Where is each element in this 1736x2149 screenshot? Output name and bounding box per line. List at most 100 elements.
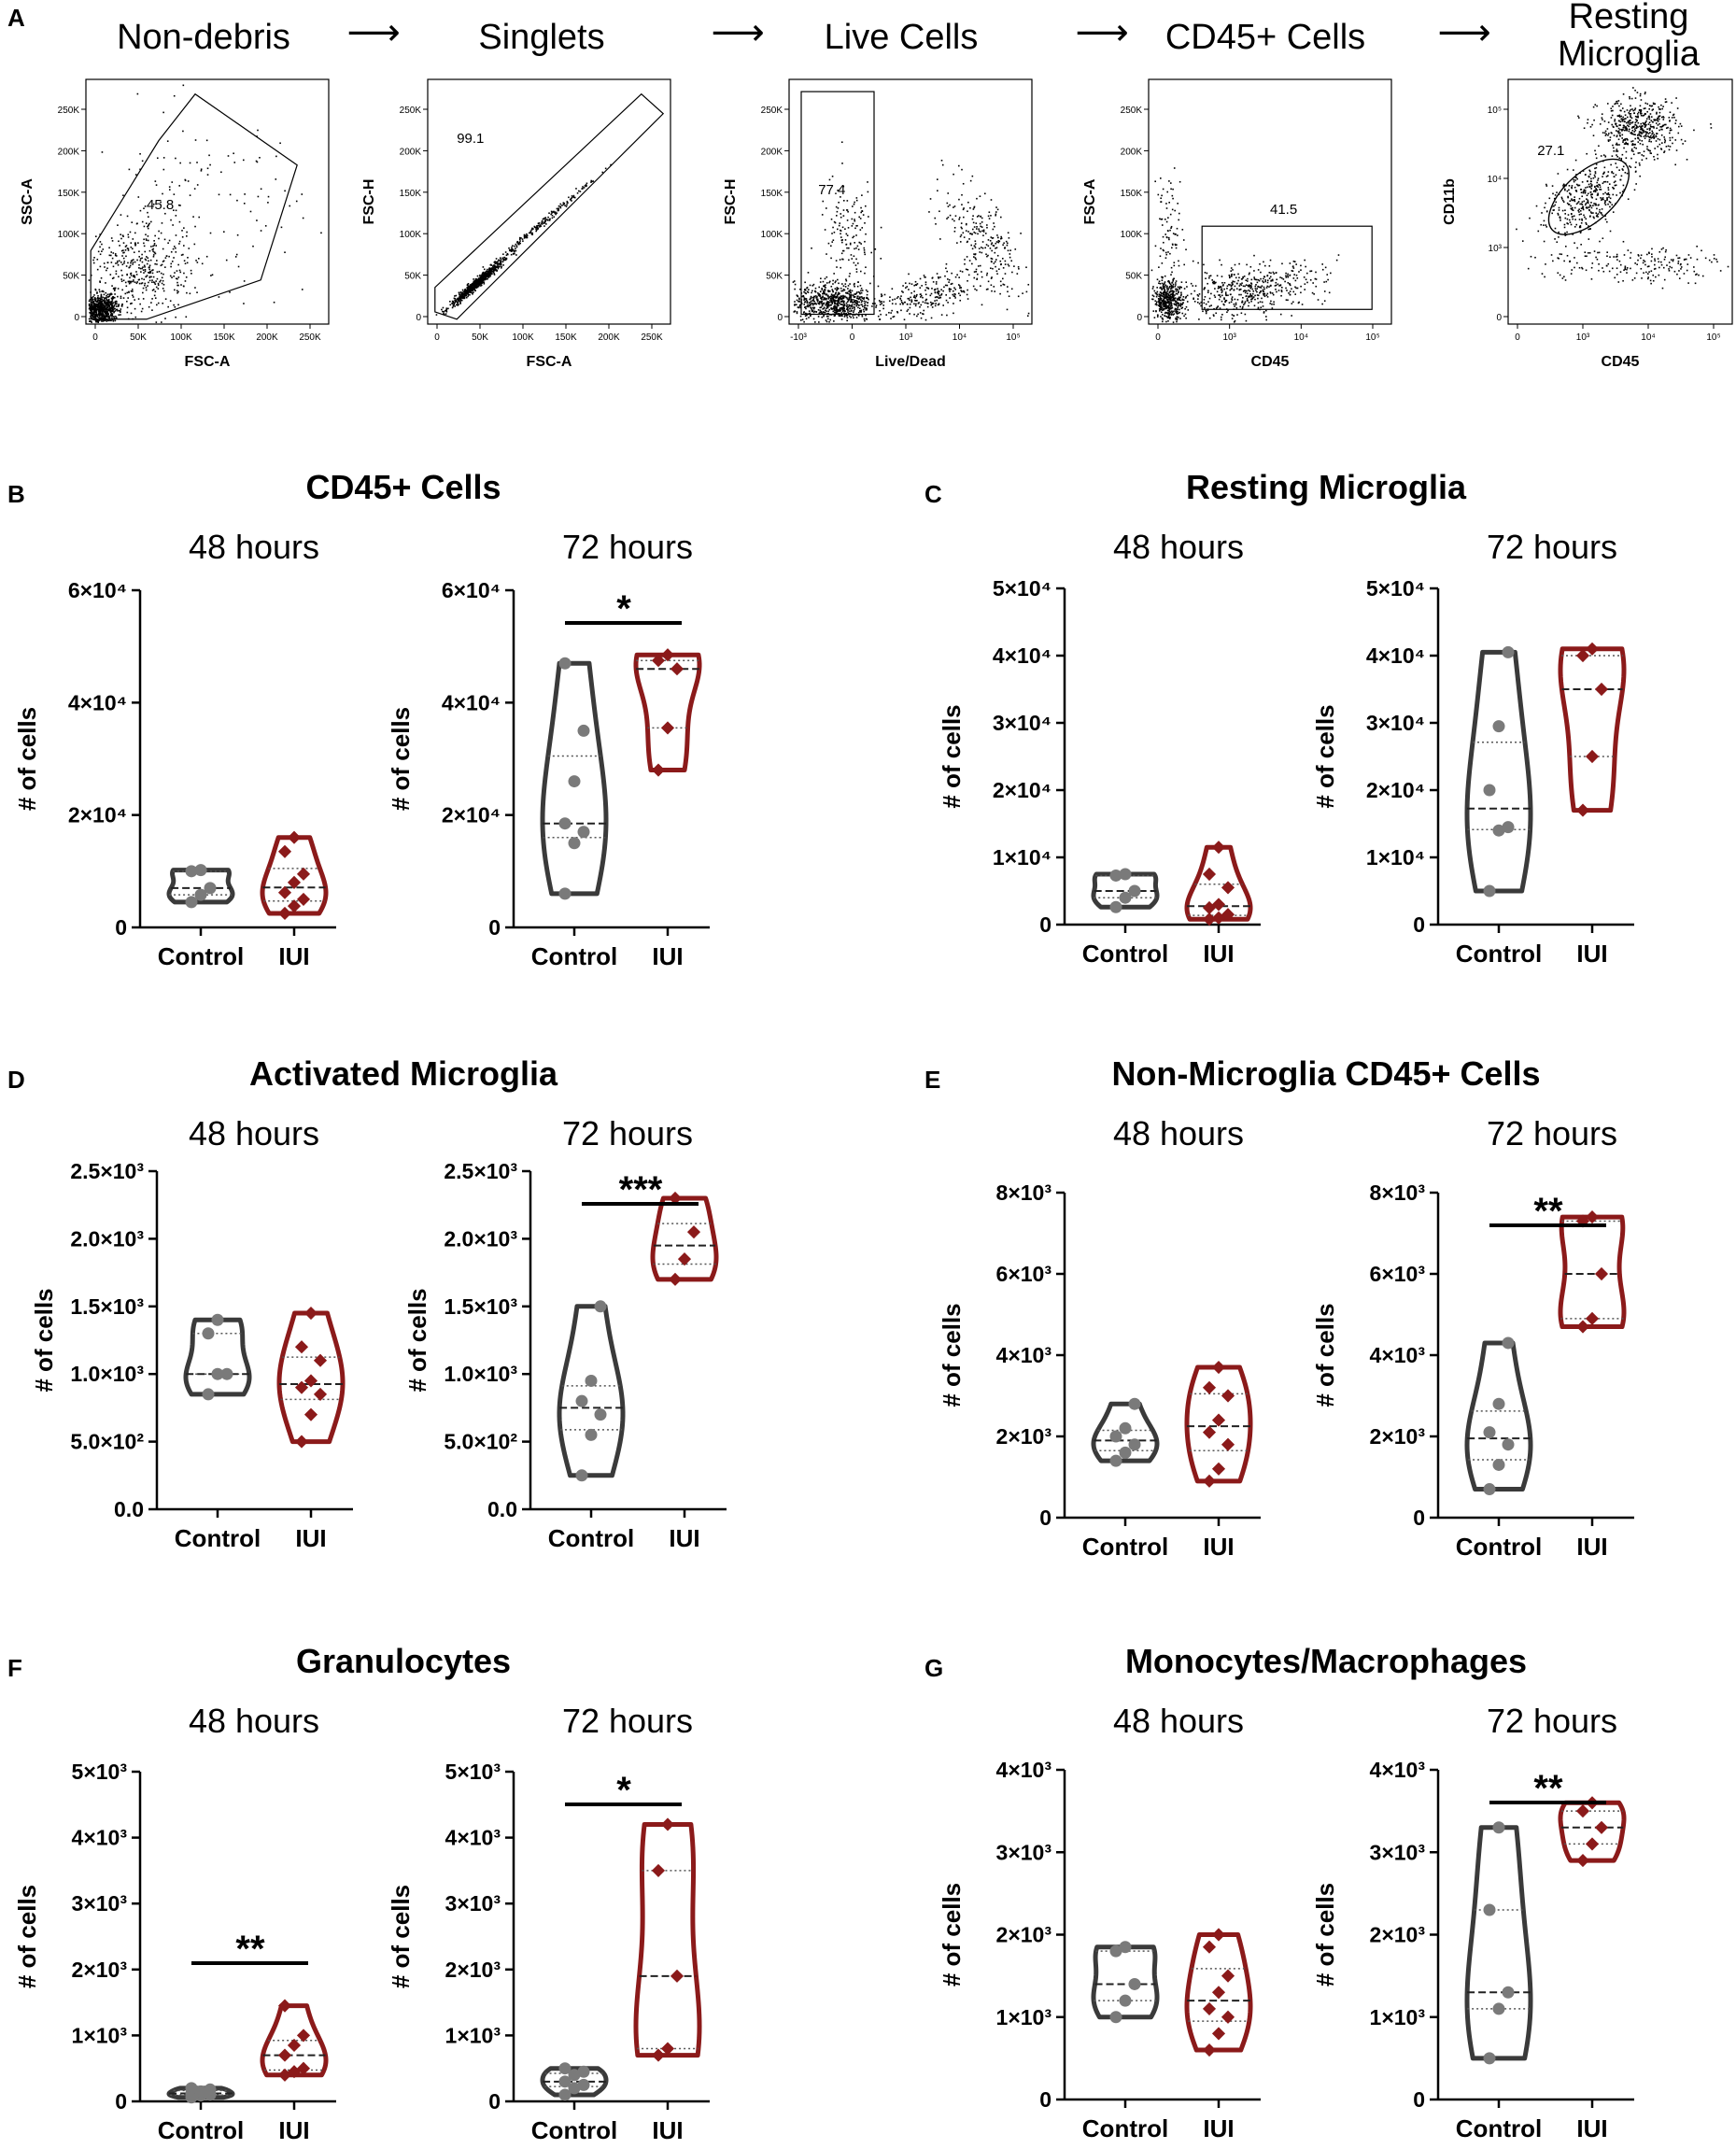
gating-event <box>487 272 488 275</box>
gating-event <box>481 282 484 284</box>
gating-event <box>1221 314 1223 316</box>
gating-event <box>940 314 943 316</box>
gating-event <box>1002 244 1004 247</box>
gating-event <box>931 302 934 304</box>
gating-event <box>502 258 504 261</box>
gating-event <box>828 290 831 292</box>
gating-event <box>498 262 500 265</box>
gating-event <box>1637 116 1639 119</box>
gating-event <box>835 205 838 208</box>
gating-event <box>1260 277 1262 280</box>
gating-event <box>484 275 487 276</box>
gating-event <box>149 272 151 274</box>
gating-event <box>1630 116 1631 119</box>
gating-event <box>110 262 113 263</box>
gating-event <box>1218 287 1221 289</box>
gating-event <box>1648 138 1651 141</box>
gating-event <box>1644 112 1646 115</box>
gating-event <box>111 296 114 298</box>
gating-event <box>995 270 998 273</box>
gating-event <box>132 259 134 261</box>
gating-event <box>1648 129 1651 131</box>
gating-event <box>1570 207 1573 210</box>
gating-x-tick-label: 250K <box>299 332 321 343</box>
gating-event <box>847 247 850 249</box>
gating-event <box>845 279 848 282</box>
gating-event <box>1265 318 1268 321</box>
gating-event <box>850 296 852 298</box>
gating-event <box>837 292 840 295</box>
gating-event <box>1174 307 1177 310</box>
gating-event <box>1263 312 1265 314</box>
gating-event <box>137 298 140 300</box>
gating-x-tick-label: 10⁴ <box>1641 332 1655 343</box>
gating-event <box>121 234 124 236</box>
gating-event <box>105 314 107 316</box>
gating-event <box>1662 106 1664 107</box>
gating-x-tick-label: 10⁵ <box>1706 332 1720 343</box>
gating-event <box>847 227 850 229</box>
gating-event <box>925 302 928 304</box>
gating-event <box>874 303 876 304</box>
gating-event <box>899 298 902 300</box>
gating-event <box>1165 236 1168 238</box>
gating-event <box>147 257 149 260</box>
gating-event <box>1200 301 1203 304</box>
gating-event <box>1261 297 1263 300</box>
gating-event <box>831 289 834 290</box>
gating-event <box>979 222 981 225</box>
gating-event <box>867 297 869 300</box>
gating-event <box>1263 292 1264 295</box>
gating-event <box>162 247 164 250</box>
gating-event <box>88 304 91 307</box>
gating-event <box>851 290 854 292</box>
gating-event <box>576 191 579 194</box>
gating-event <box>1240 278 1243 280</box>
gating-event <box>474 279 476 282</box>
gating-event <box>806 300 809 303</box>
gating-event <box>1230 285 1233 287</box>
gating-event <box>174 272 176 274</box>
gating-event <box>1166 286 1168 289</box>
gating-event <box>445 307 448 310</box>
gating-event <box>1275 281 1277 284</box>
gating-event <box>995 265 996 268</box>
gating-event <box>1164 233 1166 235</box>
gating-event <box>1225 294 1228 297</box>
gating-event <box>482 271 485 274</box>
gating-event <box>130 275 133 276</box>
gating-event <box>824 229 826 231</box>
gating-event <box>1210 292 1212 295</box>
gating-title: CD45+ Cells <box>1165 18 1365 57</box>
gating-event <box>989 239 992 242</box>
gating-event <box>1638 134 1641 136</box>
gating-event <box>196 162 198 163</box>
gating-event <box>1630 132 1633 134</box>
gating-event <box>151 248 154 251</box>
gating-event <box>111 257 114 260</box>
gating-event <box>938 293 939 295</box>
gating-event <box>132 294 134 297</box>
gating-event <box>808 289 810 290</box>
gating-event <box>1632 150 1634 152</box>
gating-event <box>1210 304 1212 306</box>
gating-event <box>467 288 470 290</box>
gating-event <box>496 262 498 263</box>
gating-event <box>861 300 863 302</box>
gating-event <box>519 240 521 242</box>
gating-event <box>826 276 828 278</box>
gating-event <box>838 282 840 285</box>
gating-event <box>1161 194 1163 197</box>
gating-event <box>838 302 840 304</box>
gating-event <box>1004 263 1007 265</box>
gating-event <box>1635 120 1638 122</box>
gating-event <box>97 319 100 322</box>
gating-event <box>108 316 111 318</box>
gating-event <box>833 273 835 275</box>
gating-event <box>827 303 829 305</box>
gating-event <box>850 309 853 312</box>
gating-event <box>469 290 471 292</box>
gating-event <box>1275 272 1277 275</box>
gating-event <box>1630 149 1633 152</box>
